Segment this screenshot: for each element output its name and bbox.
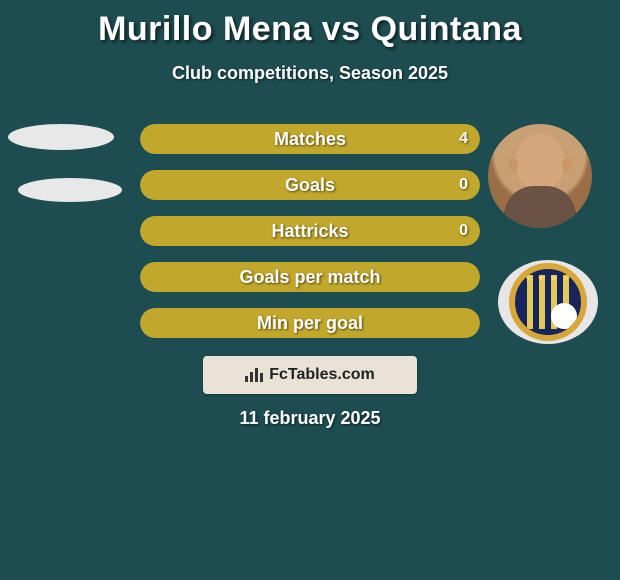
page-title: Murillo Mena vs Quintana bbox=[0, 0, 620, 49]
stat-label: Min per goal bbox=[140, 308, 480, 338]
stat-row: Goals per match bbox=[140, 262, 480, 292]
stat-row: Goals0 bbox=[140, 170, 480, 200]
club-badge: ★ ★ ★ ★ bbox=[498, 260, 598, 344]
subtitle: Club competitions, Season 2025 bbox=[0, 63, 620, 84]
player-avatar bbox=[488, 124, 592, 228]
stat-label: Hattricks bbox=[140, 216, 480, 246]
stats-container: Matches4Goals0Hattricks0Goals per matchM… bbox=[140, 124, 480, 354]
stat-value-right: 4 bbox=[459, 124, 468, 154]
bars-icon bbox=[245, 368, 263, 382]
stat-label: Matches bbox=[140, 124, 480, 154]
stat-label: Goals bbox=[140, 170, 480, 200]
stat-value-right: 0 bbox=[459, 216, 468, 246]
date-text: 11 february 2025 bbox=[0, 408, 620, 429]
left-placeholder-2 bbox=[18, 178, 122, 202]
stat-row: Hattricks0 bbox=[140, 216, 480, 246]
stat-label: Goals per match bbox=[140, 262, 480, 292]
stat-row: Matches4 bbox=[140, 124, 480, 154]
stat-value-right: 0 bbox=[459, 170, 468, 200]
branding-text: FcTables.com bbox=[269, 366, 375, 384]
branding-plaque[interactable]: FcTables.com bbox=[203, 356, 417, 394]
left-placeholder-1 bbox=[8, 124, 114, 150]
stat-row: Min per goal bbox=[140, 308, 480, 338]
